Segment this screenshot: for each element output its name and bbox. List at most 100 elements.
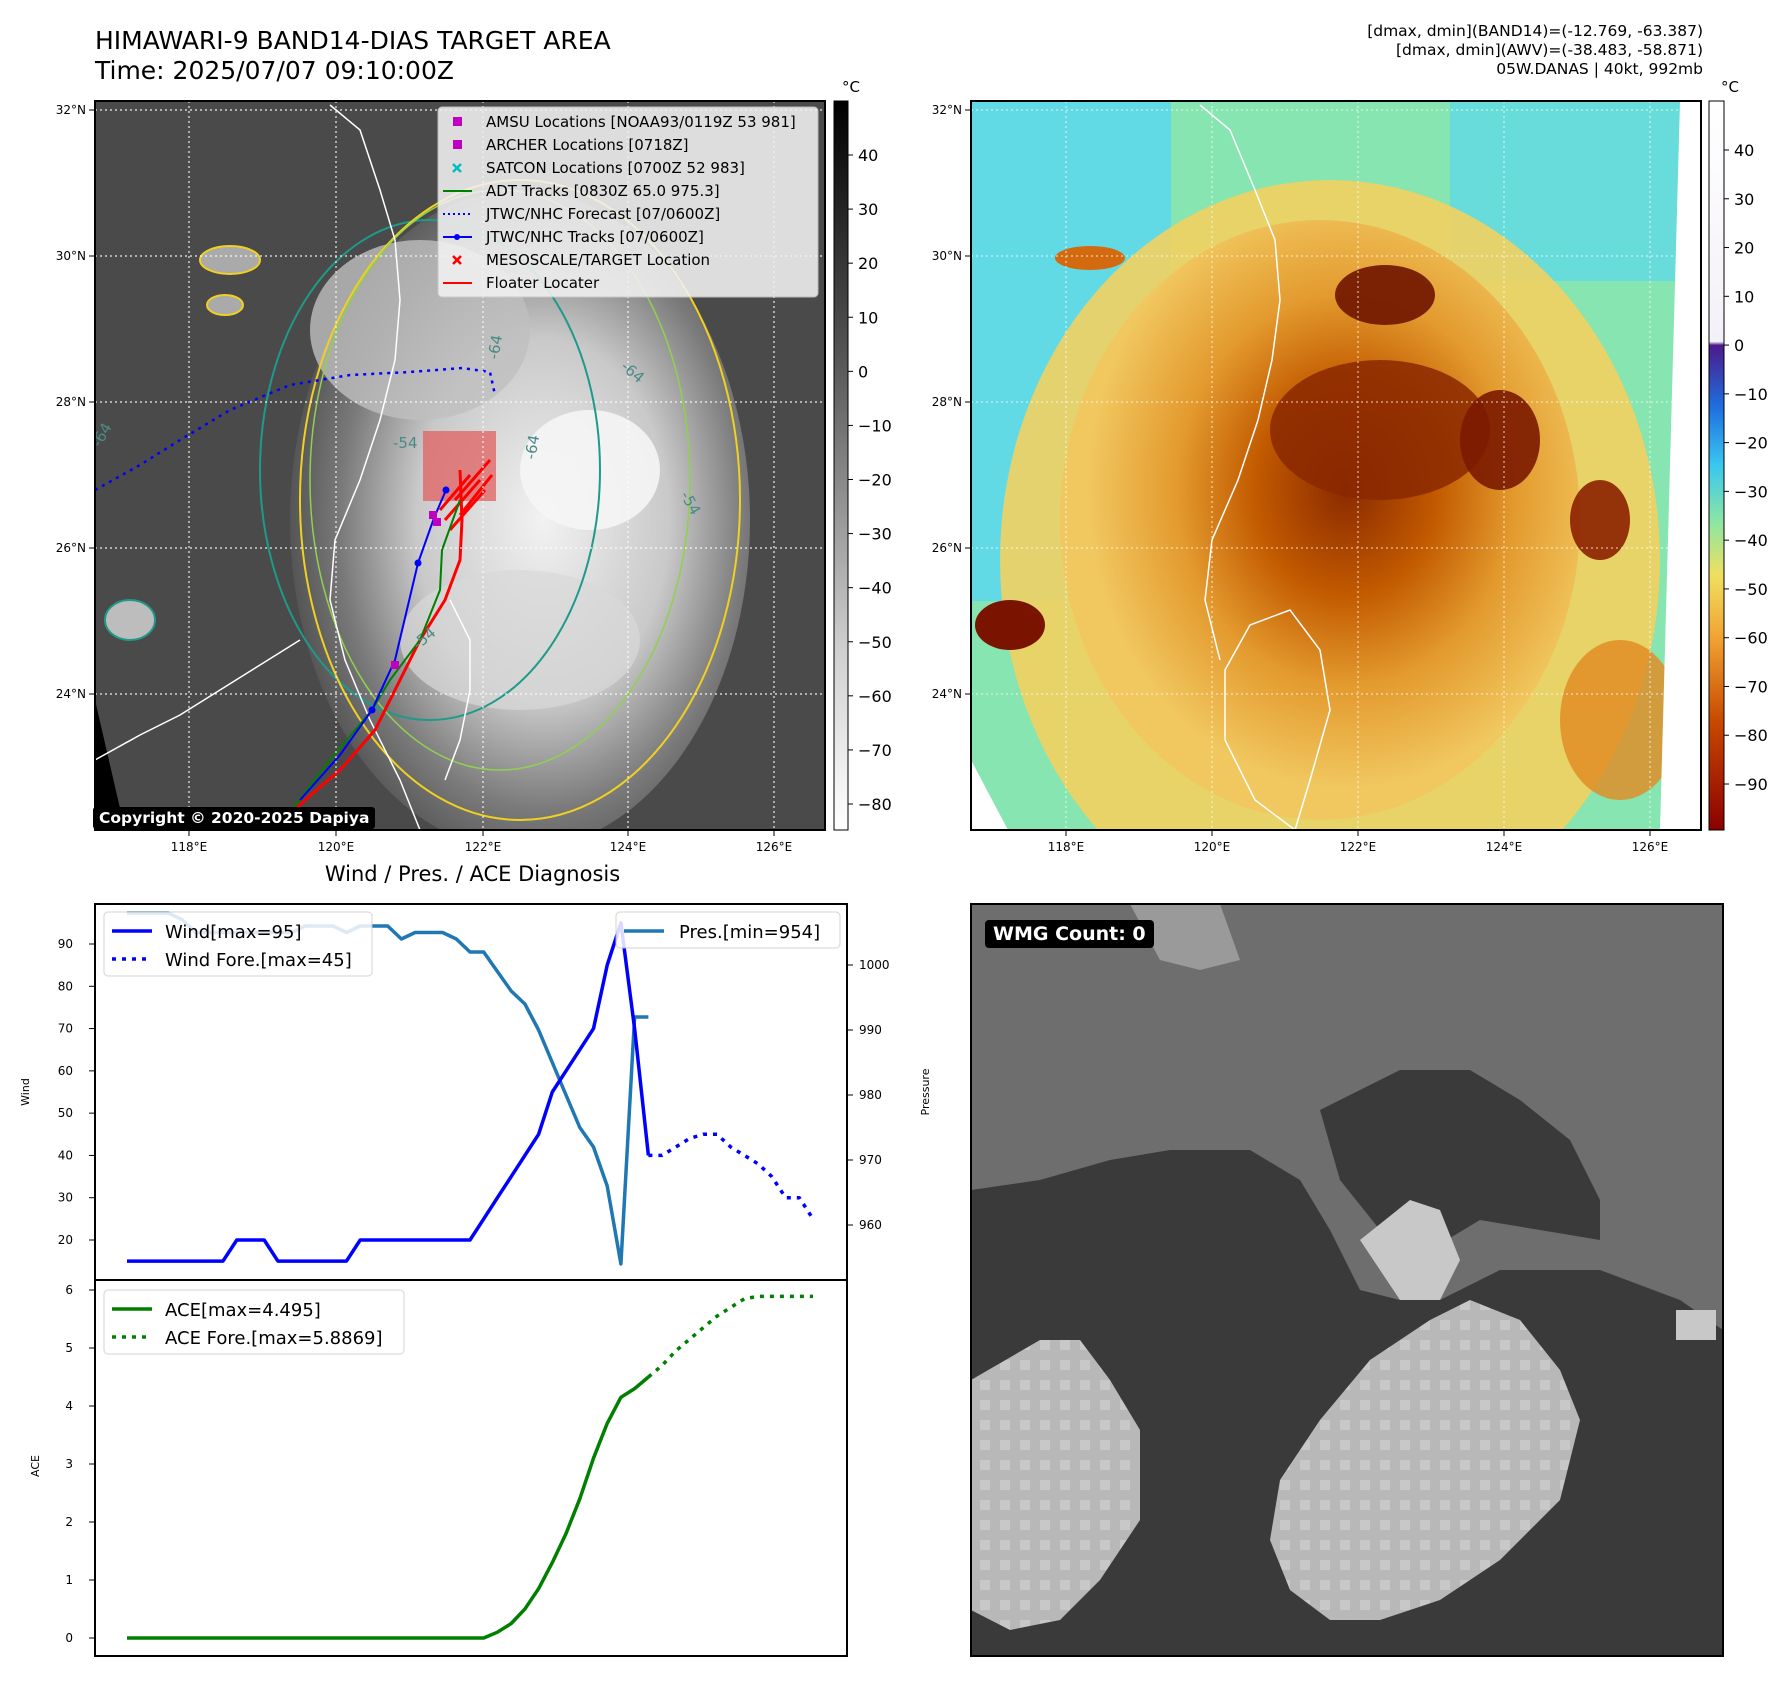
colorbar-tick-label: −60	[1734, 629, 1768, 648]
ir-map-panel: -64 -64 -54 -64 -54 -54 -64 AMSU Locatio…	[56, 78, 892, 854]
legend-label: JTWC/NHC Tracks [07/0600Z]	[485, 228, 704, 246]
awv-map-frame	[970, 100, 1702, 831]
legend-ace: ACE[max=4.495]	[165, 1300, 321, 1321]
colorbar-tick-label: 10	[858, 308, 878, 327]
axis-tick-label: 990	[859, 1023, 882, 1037]
wmg-imagery	[971, 904, 1723, 1656]
lat-axis-left: 32°N 30°N 28°N 26°N 24°N	[56, 103, 95, 701]
intensity-meta: [dmax, dmin](BAND14)=(-12.769, -63.387) …	[1367, 22, 1703, 79]
colorbar-tick-label: −10	[858, 416, 892, 435]
legend-ace-fore: ACE Fore.[max=5.8869]	[165, 1328, 383, 1349]
legend-square-marker	[453, 140, 462, 149]
axis-tick-label: 0	[65, 1631, 73, 1645]
legend-x-marker	[452, 163, 462, 173]
colorbar-tick-label: −90	[1734, 775, 1768, 794]
axis-tick-label: 960	[859, 1218, 882, 1232]
lat-tick: 24°N	[932, 687, 962, 701]
legend-label: SATCON Locations [0700Z 52 983]	[486, 159, 745, 177]
colorbar-tick-label: −40	[1734, 531, 1768, 550]
axis-tick-label: 60	[58, 1064, 73, 1078]
legend-item: ADT Tracks [0830Z 65.0 975.3]	[443, 182, 720, 200]
title-line-2: Time: 2025/07/07 09:10:00Z	[95, 56, 454, 85]
axis-tick-label: 2	[65, 1515, 73, 1529]
ir-map-frame	[94, 100, 826, 831]
legend-pressure: Pres.[min=954]	[679, 922, 820, 943]
contour-label: -64	[521, 433, 543, 460]
legend-label: ADT Tracks [0830Z 65.0 975.3]	[486, 182, 720, 200]
colorbar-tick-label: 20	[1734, 239, 1754, 258]
axis-tick-label: 80	[58, 979, 73, 993]
title-line-1: HIMAWARI-9 BAND14-DIAS TARGET AREA	[95, 26, 611, 55]
legend-wind: Wind[max=95]	[165, 922, 302, 943]
awv-imagery	[971, 101, 1701, 830]
colorbar-tick-label: −80	[858, 795, 892, 814]
lat-tick: 28°N	[56, 395, 86, 409]
contour-label: -54	[393, 434, 418, 452]
lat-tick: 30°N	[932, 249, 962, 263]
wmg-frame	[970, 903, 1724, 1657]
lon-axis-left: 118°E 120°E 122°E 124°E 126°E	[171, 830, 793, 854]
colorbar-tick-label: −80	[1734, 726, 1768, 745]
colorbar-tick-label: 0	[858, 362, 868, 381]
axis-tick-label: 1	[65, 1573, 73, 1587]
lat-tick: 26°N	[56, 541, 86, 555]
lon-tick: 126°E	[756, 840, 793, 854]
axis-tick-label: 20	[58, 1233, 73, 1247]
axis-tick-label: 5	[65, 1341, 73, 1355]
colorbar-unit: °C	[842, 78, 860, 96]
colorbar-tick-label: −50	[858, 633, 892, 652]
colorbar-left: °C 40 30 20 10 0 −10 −20 −30 −40 −50 −60 −70 −80	[833, 78, 892, 831]
lon-tick: 120°E	[1194, 840, 1231, 854]
lat-tick: 28°N	[932, 395, 962, 409]
lat-tick: 32°N	[932, 103, 962, 117]
axis-tick-label: 70	[58, 1022, 73, 1036]
legend-item: JTWC/NHC Forecast [07/0600Z]	[443, 205, 720, 223]
lon-tick: 124°E	[610, 840, 647, 854]
colorbar-tick-label: −10	[1734, 385, 1768, 404]
ace-axis-label: ACE	[29, 1455, 42, 1477]
lat-tick: 32°N	[56, 103, 86, 117]
legend-square-marker	[453, 117, 462, 126]
meta-storm: 05W.DANAS | 40kt, 992mb	[1496, 60, 1703, 78]
meta-band14: [dmax, dmin](BAND14)=(-12.769, -63.387)	[1367, 22, 1703, 40]
axis-tick-label: 970	[859, 1153, 882, 1167]
colorbar-tick-label: 40	[858, 146, 878, 165]
colorbar-tick-label: −70	[858, 741, 892, 760]
legend-item: SATCON Locations [0700Z 52 983]	[452, 159, 745, 177]
colorbar-tick-label: −60	[858, 687, 892, 706]
wind-legend: Wind[max=95] Wind Fore.[max=45]	[103, 911, 373, 977]
legend-label: JTWC/NHC Forecast [07/0600Z]	[485, 205, 720, 223]
colorbar-tick-label: −20	[858, 471, 892, 490]
axis-tick-label: 40	[58, 1148, 73, 1162]
legend-label: ARCHER Locations [0718Z]	[486, 136, 689, 154]
wind-series-line	[127, 921, 651, 1263]
lat-tick: 26°N	[932, 541, 962, 555]
lat-axis-right: 32°N 30°N 28°N 26°N 24°N	[932, 103, 971, 701]
pressure-axis-label: Pressure	[919, 1068, 932, 1115]
legend-label: AMSU Locations [NOAA93/0119Z 53 981]	[486, 113, 796, 131]
legend-item: JTWC/NHC Tracks [07/0600Z]	[443, 228, 704, 246]
lon-tick: 118°E	[1048, 840, 1085, 854]
figure-title: HIMAWARI-9 BAND14-DIAS TARGET AREA Time:…	[95, 26, 611, 86]
wmg-panel	[970, 903, 1724, 1657]
colorbar-tick-label: −30	[1734, 482, 1768, 501]
lon-tick: 118°E	[171, 840, 208, 854]
legend-wind-fore: Wind Fore.[max=45]	[165, 950, 352, 971]
legend-x-marker	[452, 255, 462, 265]
colorbar-right: °C 40 30 20 10 0 −10 −20 −30 −40 −50 −60 −70 −80 −90	[1708, 78, 1768, 831]
wmg-count-badge: WMG Count: 0	[985, 920, 1154, 948]
lon-tick: 124°E	[1486, 840, 1523, 854]
lat-tick: 24°N	[56, 687, 86, 701]
colorbar-tick-label: 10	[1734, 287, 1754, 306]
wind-forecast-series-line	[648, 1132, 815, 1220]
lon-axis-right: 118°E 120°E 122°E 124°E 126°E	[1048, 830, 1668, 854]
lon-tick: 120°E	[318, 840, 355, 854]
colorbar-unit: °C	[1721, 78, 1739, 96]
axis-tick-label: 980	[859, 1088, 882, 1102]
lon-tick: 122°E	[1340, 840, 1377, 854]
axis-tick-label: 30	[58, 1191, 73, 1205]
pres-legend: Pres.[min=954]	[615, 911, 841, 949]
legend-item: ARCHER Locations [0718Z]	[453, 136, 689, 154]
